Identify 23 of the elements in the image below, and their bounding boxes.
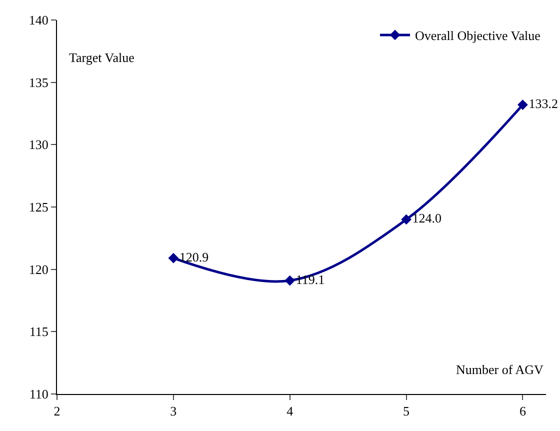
data-label: 124.0 <box>412 210 442 226</box>
point <box>401 214 412 225</box>
x-axis-title: Number of AGV <box>456 362 544 377</box>
x-tick-label: 6 <box>519 404 526 419</box>
x-tick-label: 5 <box>403 404 410 419</box>
data-label: 120.9 <box>179 249 209 264</box>
x-tick-label: 2 <box>54 404 60 419</box>
point <box>518 100 528 110</box>
y-tick-label: 115 <box>29 324 48 340</box>
y-tick-label: 120 <box>28 262 48 277</box>
y-tick-label: 130 <box>28 137 48 152</box>
point <box>284 275 296 286</box>
legend-label: Overall Objective Value <box>415 28 541 44</box>
x-tick-label: 4 <box>286 404 294 419</box>
x-tick-label: 3 <box>170 404 177 419</box>
y-tick-label: 140 <box>28 12 48 28</box>
y-tick-label: 125 <box>28 200 48 215</box>
y-axis-title: Target Value <box>69 50 135 65</box>
point <box>168 252 179 264</box>
y-tick-label: 135 <box>28 74 48 90</box>
data-label: 119.1 <box>296 272 325 287</box>
y-tick-label: 110 <box>29 386 48 402</box>
data-label: 133.2 <box>528 96 558 112</box>
